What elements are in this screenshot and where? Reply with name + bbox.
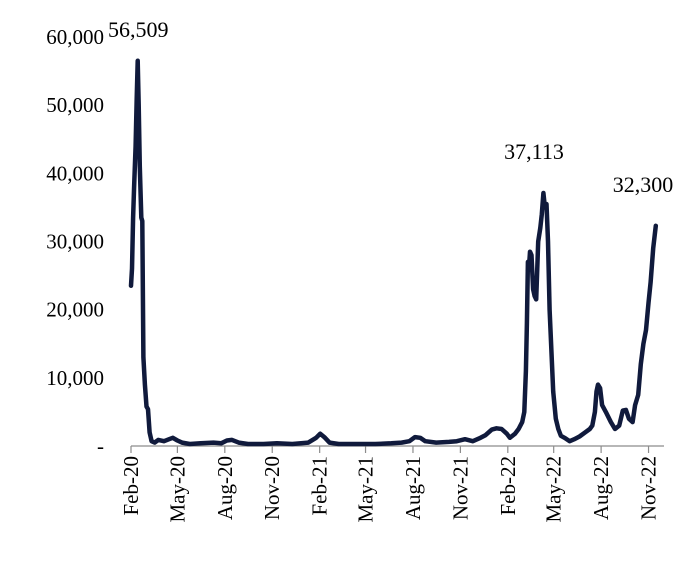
y-tick-label: - [97, 434, 104, 458]
x-tick-label: May-22 [542, 456, 566, 523]
y-tick-label: 10,000 [46, 366, 104, 390]
x-tick-label: Aug-22 [589, 456, 613, 520]
x-tick-label: Feb-22 [496, 456, 520, 516]
x-tick-label: May-21 [354, 456, 378, 523]
x-tick-label: Nov-22 [637, 456, 661, 520]
x-tick-label: May-20 [165, 456, 189, 523]
y-tick-label: 20,000 [46, 298, 104, 322]
x-tick-label: Aug-20 [213, 456, 237, 520]
annotations: 56,509 37,113 32,300 [108, 17, 673, 197]
x-tick-label: Feb-21 [308, 456, 332, 516]
x-tick-label: Nov-20 [260, 456, 284, 520]
series-line [128, 58, 659, 447]
data-label: 32,300 [613, 172, 674, 197]
y-tick-label: 40,000 [46, 161, 104, 185]
x-tick-label: Feb-20 [119, 456, 143, 516]
series-layer [128, 58, 659, 447]
y-tick-label: 50,000 [46, 93, 104, 117]
y-tick-label: 60,000 [46, 25, 104, 49]
data-label: 56,509 [108, 17, 169, 42]
y-tick-label: 30,000 [46, 230, 104, 254]
x-axis-ticks: Feb-20 May-20 Aug-20 Nov-20 Feb-21 May-21 Aug-… [119, 446, 661, 523]
y-axis-ticks: - 10,000 20,000 30,000 40,000 50,000 60,000 [46, 25, 104, 458]
data-label: 37,113 [504, 139, 564, 164]
x-tick-label: Nov-21 [448, 456, 472, 520]
x-tick-label: Aug-21 [401, 456, 425, 520]
